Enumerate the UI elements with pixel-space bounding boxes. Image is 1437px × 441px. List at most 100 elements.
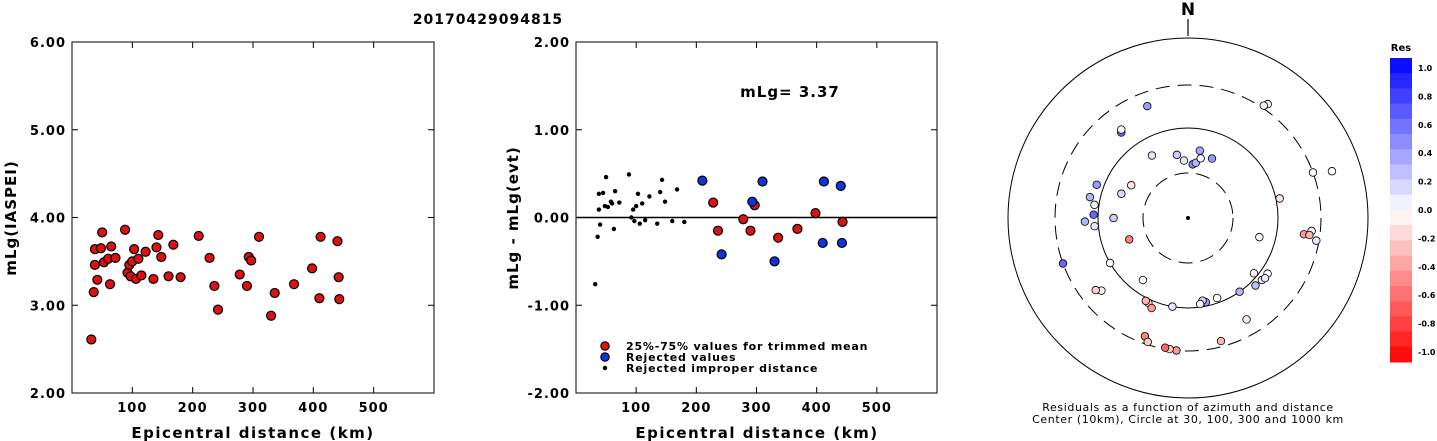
station-point <box>1207 154 1217 163</box>
azimuth-caption-line1: Residuals as a function of azimuth and d… <box>1042 401 1333 414</box>
improper-distance-point <box>674 187 680 192</box>
azimuth-points <box>1058 99 1337 355</box>
improper-distance-point <box>626 172 632 177</box>
magnitude-point <box>333 272 344 283</box>
colorbar-cell <box>1390 58 1412 74</box>
improper-distance-point <box>632 218 637 224</box>
magnitude-point <box>129 243 140 255</box>
north-label: N <box>1181 0 1195 20</box>
station-point <box>1275 194 1284 203</box>
trimmed-mean-point <box>837 216 848 227</box>
magnitude-point <box>104 279 116 290</box>
colorbar-tick-label: -0.8 <box>1418 320 1436 329</box>
azimuth-caption-line2: Center (10km), Circle at 30, 100, 300 an… <box>1032 413 1344 426</box>
station-point <box>1091 285 1100 295</box>
ring-100km <box>1097 127 1279 309</box>
station-point <box>1117 189 1126 198</box>
residual-chart-x-ticks: 100 200 300 400 500 <box>621 42 891 416</box>
colorbar-cell <box>1390 255 1412 272</box>
station-point <box>1305 230 1314 240</box>
colorbar-cell <box>1390 118 1412 135</box>
legend-marker <box>600 352 610 362</box>
station-point <box>1251 281 1260 290</box>
magnitude-point <box>86 334 97 345</box>
magnitude-point <box>204 252 215 263</box>
legend-entry: 25%-75% values for trimmed mean <box>626 340 868 353</box>
colorbar-cell <box>1390 301 1412 317</box>
station-point <box>1235 287 1244 296</box>
magnitude-chart-y-label: mLg(IASPEI) <box>2 160 20 275</box>
station-point <box>1216 336 1226 346</box>
residual-chart-y-label: mLg - mLg(evt) <box>504 146 522 289</box>
legend-marker <box>602 365 608 371</box>
improper-distance-point <box>635 191 641 197</box>
magnitude-point <box>314 293 325 304</box>
colorbar-cell <box>1390 346 1412 363</box>
residual-chart-y-tick-label: -1.00 <box>528 299 570 314</box>
station-point <box>1141 296 1150 306</box>
station-point <box>1109 213 1118 223</box>
magnitude-point <box>156 251 167 263</box>
magnitude-point <box>89 259 101 270</box>
figure-title: 20170429094815 <box>413 12 563 28</box>
station-point <box>1127 181 1136 190</box>
residual-chart-y-tick-label: 1.00 <box>534 124 570 139</box>
magnitude-point <box>209 280 220 292</box>
magnitude-chart-x-label: Epicentral distance (km) <box>131 424 374 441</box>
station-point <box>1090 200 1099 210</box>
station-point <box>1080 217 1090 226</box>
rejected-point <box>769 256 780 267</box>
residual-chart-x-label: Epicentral distance (km) <box>635 424 878 441</box>
residual-chart-y-tick-label: 0.00 <box>534 212 570 227</box>
improper-distance-point <box>593 281 598 287</box>
legend-entry: Rejected improper distance <box>626 362 818 375</box>
colorbar-title: Res <box>1391 43 1411 54</box>
improper-distance-point <box>633 203 639 209</box>
legend-entry: Rejected values <box>626 351 736 364</box>
improper-distance-point <box>670 218 675 224</box>
improper-distance-point <box>596 191 602 197</box>
station-point <box>1168 302 1177 311</box>
station-point <box>1327 167 1337 176</box>
colorbar-cell <box>1390 210 1412 226</box>
magnitude-chart-frame <box>71 41 435 394</box>
improper-distance-point <box>647 194 652 199</box>
colorbar-cells <box>1390 58 1412 363</box>
magnitude-point <box>92 274 103 285</box>
station-point <box>1090 221 1099 231</box>
station-point <box>1196 154 1205 163</box>
improper-distance-point <box>662 199 668 204</box>
colorbar-cell <box>1390 149 1412 165</box>
station-point <box>1249 269 1259 278</box>
station-point <box>1160 343 1170 352</box>
station-point <box>1089 210 1098 219</box>
improper-distance-point <box>639 201 645 206</box>
rejected-point <box>835 180 846 192</box>
trimmed-mean-point <box>738 214 749 225</box>
residual-chart-y-tick-label: 2.00 <box>534 36 570 51</box>
magnitude-point <box>95 243 107 254</box>
magnitude-chart-y-tick-label: 6.00 <box>30 36 66 51</box>
magnitude-chart-x-tick-label: 400 <box>298 401 328 416</box>
magnitude-chart: 2.00 3.00 4.00 5.00 6.00 100 200 300 400 500 Epi… <box>2 36 435 441</box>
magnitude-point <box>175 272 186 283</box>
station-point <box>1259 101 1268 110</box>
magnitude-point <box>148 273 159 285</box>
magnitude-chart-y-tick-label: 4.00 <box>30 212 66 227</box>
station-point <box>1117 125 1126 134</box>
residual-chart-x-tick-label: 200 <box>681 401 711 416</box>
magnitude-point <box>307 263 318 274</box>
colorbar-cell <box>1390 240 1412 257</box>
improper-distance-point <box>659 177 665 182</box>
residual-chart-y-tick-label: -2.00 <box>528 387 570 402</box>
station-point <box>1092 180 1101 189</box>
magnitude-chart-y-ticks: 2.00 3.00 4.00 5.00 6.00 <box>30 36 434 402</box>
station-point <box>1147 151 1157 160</box>
ring-1000km <box>1007 37 1369 399</box>
colorbar-cell <box>1390 286 1412 302</box>
trimmed-mean-point <box>708 197 719 208</box>
colorbar-cell <box>1390 88 1412 105</box>
station-point <box>1242 315 1251 324</box>
rejected-point <box>697 175 708 186</box>
